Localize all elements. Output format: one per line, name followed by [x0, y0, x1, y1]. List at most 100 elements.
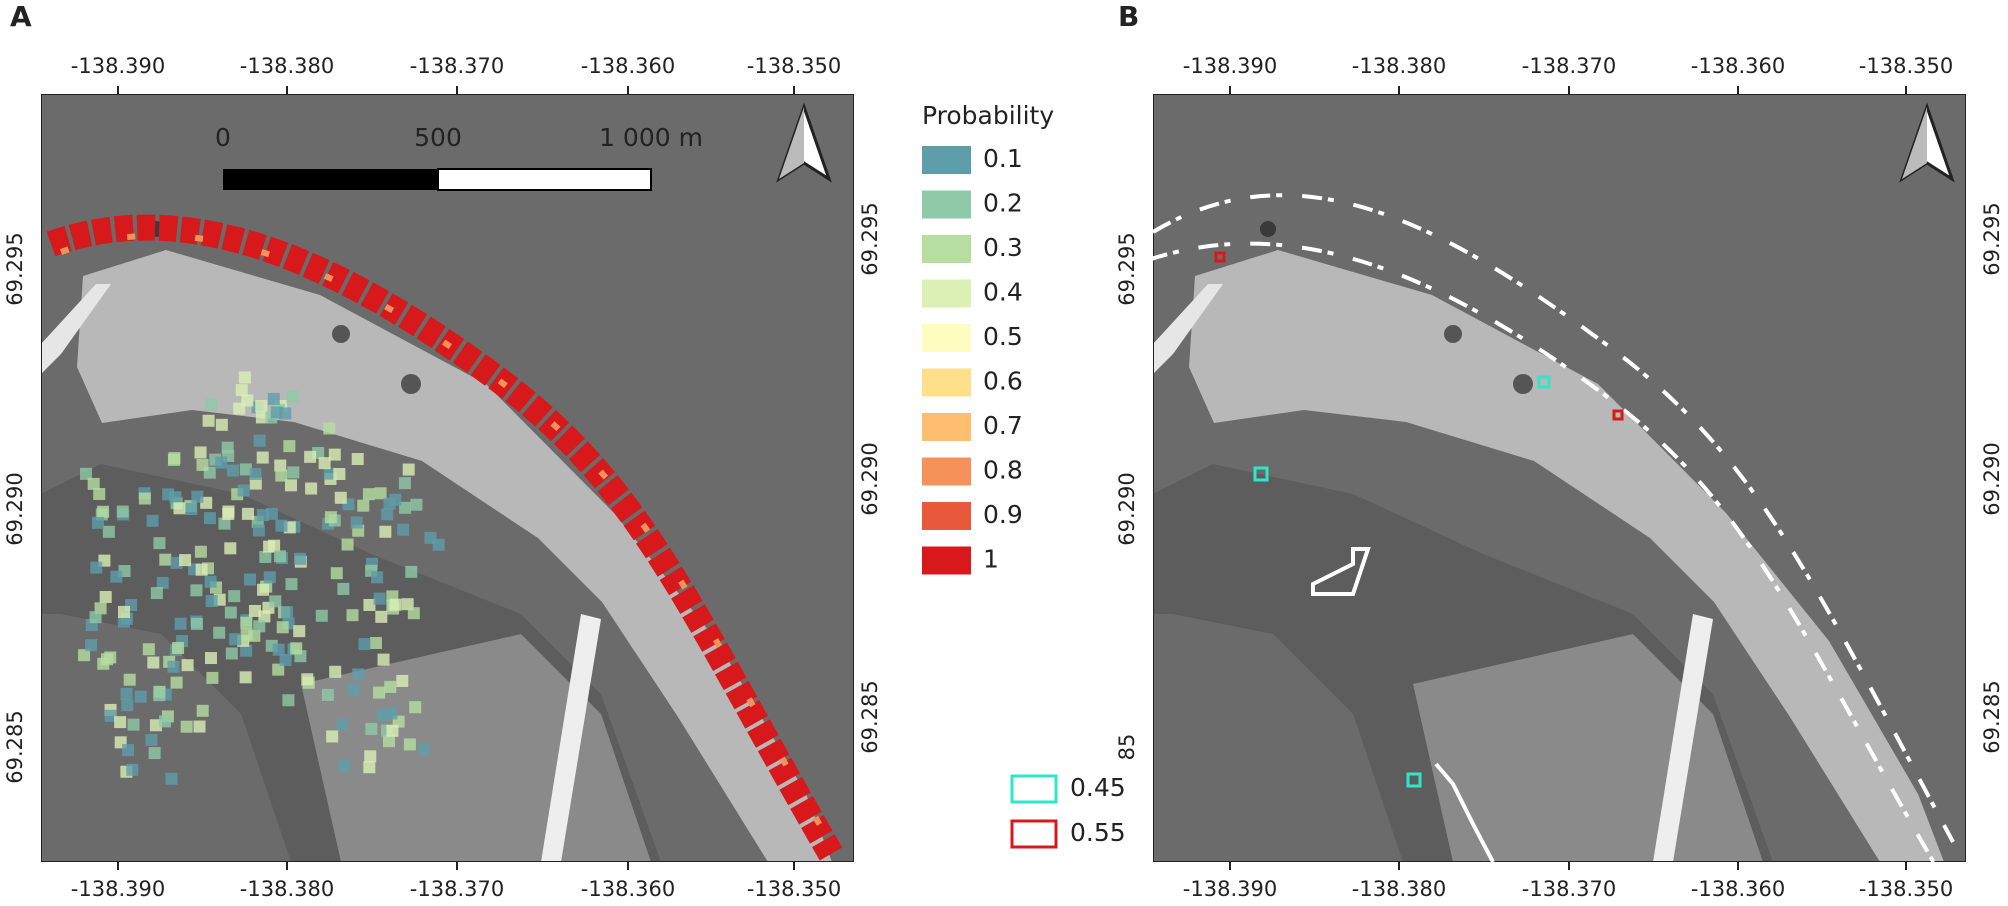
probability-pixel [145, 733, 158, 746]
probability-pixel [118, 605, 131, 618]
north-arrow [1899, 102, 1955, 183]
probability-pixel [239, 463, 252, 476]
probability-pixel [326, 730, 339, 743]
legend-swatch [922, 502, 971, 530]
x-tick-label: -138.360 [581, 877, 675, 901]
probability-pixel [285, 578, 298, 591]
probability-pixel [159, 715, 172, 728]
probability-pixel [181, 659, 194, 672]
probability-pixel [196, 704, 209, 717]
probability-pixel [174, 617, 187, 630]
probability-pixel [138, 492, 151, 505]
probability-pixel [149, 719, 162, 732]
legend-title: Probability [922, 101, 1054, 130]
probability-pixel [373, 592, 386, 605]
probability-pixel [256, 451, 269, 464]
probability-pixel [284, 479, 297, 492]
x-tick-label: -138.370 [1522, 877, 1616, 901]
probability-pixel [91, 516, 104, 529]
legend-swatch [922, 413, 971, 441]
probability-pixel [282, 694, 295, 707]
legend-swatch [922, 190, 971, 219]
probability-pixel [283, 440, 296, 453]
probability-pixel [363, 761, 376, 774]
probability-pixel [263, 540, 276, 553]
probability-pixel [402, 463, 415, 476]
legend-label: 0.5 [983, 322, 1023, 351]
y-tick-label: 69.295 [858, 202, 882, 275]
probability-pixel [401, 598, 414, 611]
probability-pixel [180, 720, 193, 733]
probability-pixel [85, 639, 98, 652]
x-tick-label: -138.350 [747, 877, 841, 901]
probability-pixel [365, 722, 378, 735]
map-b [1153, 94, 1966, 862]
y-tick-label: 69.295 [3, 232, 27, 305]
panel-label: B [1118, 0, 1139, 33]
probability-pixel [389, 598, 402, 611]
probability-pixel [350, 516, 363, 529]
probability-pixel [93, 488, 106, 501]
probability-pixel [274, 550, 287, 563]
probability-pixel [384, 680, 397, 693]
x-tick-label: -138.350 [1859, 877, 1953, 901]
probability-pixel [127, 718, 140, 731]
legend-label: 0.6 [983, 367, 1023, 396]
probability-pixel [258, 610, 271, 623]
probability-pixel [172, 641, 185, 654]
y-tick-label: 69.285 [1980, 680, 2004, 753]
probability-pixel [142, 643, 155, 656]
legend-label: 0.3 [983, 233, 1023, 262]
contour-swatch [1010, 774, 1058, 804]
y-tick-label: 69.290 [3, 472, 27, 545]
probability-pixel [167, 660, 180, 673]
probability-pixel [410, 498, 423, 511]
probability-pixel [191, 490, 204, 503]
y-tick-label: 69.295 [1115, 232, 1139, 305]
probability-pixel [148, 747, 161, 760]
probability-pixel [249, 477, 262, 490]
probability-pixel [407, 607, 420, 620]
probability-pixel [318, 457, 331, 470]
y-tick-label: 69.290 [858, 442, 882, 515]
probability-pixel [399, 501, 412, 514]
probability-pixel [225, 647, 238, 660]
probability-pixel [116, 505, 129, 518]
probability-pixel [252, 524, 265, 537]
y-tick-label: 69.285 [858, 680, 882, 753]
probability-pixel [226, 464, 239, 477]
probability-pixel [243, 573, 256, 586]
probability-pixel [396, 674, 409, 687]
probability-pixel [159, 553, 172, 566]
legend-swatch [922, 457, 971, 486]
probability-pixel [153, 537, 166, 550]
scale-label: 1 000 m [599, 123, 703, 152]
legend-label: 0.8 [983, 456, 1023, 485]
probability-pixel [110, 570, 123, 583]
probability-pixel [347, 683, 360, 696]
probability-pixel [248, 604, 261, 617]
probability-pixel [218, 517, 231, 530]
legend-swatch [922, 546, 971, 575]
contour-swatch [1010, 819, 1058, 849]
probability-pixel [235, 384, 248, 397]
probability-pixel [205, 595, 218, 608]
probability-pixel [213, 626, 226, 639]
x-tick-label: -138.370 [1522, 54, 1616, 78]
probability-pixel [287, 466, 300, 479]
probability-pixel [276, 621, 289, 634]
probability-pixel [203, 512, 216, 525]
probability-pixel [195, 563, 208, 576]
probability-pixel [333, 467, 346, 480]
legend-label: 0.1 [983, 144, 1023, 173]
probability-pixel [194, 446, 207, 459]
probability-pixel [90, 561, 103, 574]
probability-pixel [275, 519, 288, 532]
probability-pixel [224, 606, 237, 619]
probability-pixel [272, 643, 285, 656]
probability-pixel [156, 576, 169, 589]
probability-pixel [224, 542, 237, 555]
probability-pixel [381, 508, 394, 521]
probability-pixel [275, 469, 288, 482]
probability-pixel [358, 638, 371, 651]
